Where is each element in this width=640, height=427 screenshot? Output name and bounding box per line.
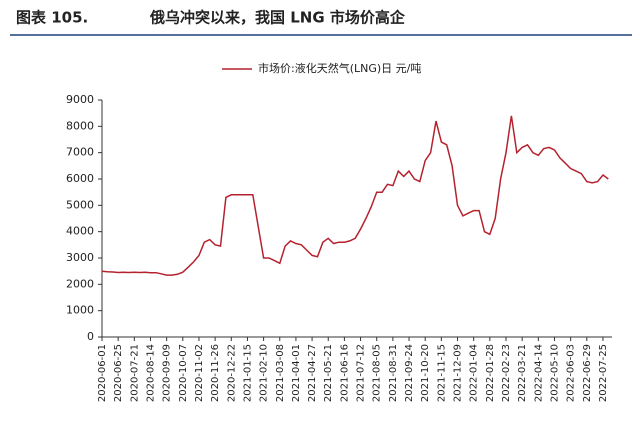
x-tick-label: 2022-05-10 (549, 344, 560, 402)
y-tick-label: 7000 (66, 146, 94, 159)
x-tick-label: 2021-06-16 (339, 344, 350, 402)
x-tick-label: 2022-01-28 (485, 344, 496, 402)
x-tick-label: 2021-09-24 (404, 344, 415, 402)
x-tick-label: 2022-03-21 (517, 344, 528, 402)
y-tick-label: 9000 (66, 93, 94, 106)
x-tick-label: 2021-07-12 (356, 344, 367, 402)
x-tick-label: 2021-11-15 (436, 344, 447, 402)
x-tick-label: 2020-11-26 (210, 344, 221, 402)
x-tick-label: 2022-04-14 (533, 344, 544, 402)
x-tick-label: 2022-06-29 (582, 344, 593, 402)
x-tick-label: 2021-12-09 (453, 344, 464, 402)
y-tick-label: 0 (87, 330, 94, 343)
x-tick-label: 2021-01-15 (242, 344, 253, 402)
x-tick-label: 2020-09-09 (162, 344, 173, 402)
x-tick-label: 2020-08-14 (145, 344, 156, 402)
x-tick-label: 2022-01-04 (469, 344, 480, 402)
x-tick-label: 2021-05-21 (323, 344, 334, 402)
x-tick-label: 2021-02-10 (259, 344, 270, 402)
figure-label: 图表 105. (16, 9, 88, 27)
y-tick-label: 6000 (66, 172, 94, 185)
y-tick-label: 8000 (66, 119, 94, 132)
legend-label: 市场价:液化天然气(LNG)日 元/吨 (258, 61, 421, 75)
y-tick-label: 5000 (66, 198, 94, 211)
x-tick-label: 2020-06-01 (97, 344, 108, 402)
x-tick-label: 2020-12-22 (226, 344, 237, 402)
y-tick-label: 1000 (66, 304, 94, 317)
x-tick-label: 2021-08-05 (372, 344, 383, 402)
series-line (101, 115, 609, 276)
x-tick-label: 2020-06-25 (113, 344, 124, 402)
x-tick-label: 2022-02-23 (501, 344, 512, 402)
x-tick-label: 2020-07-21 (129, 344, 140, 402)
chart-title: 俄乌冲突以来，我国 LNG 市场价高企 (149, 9, 406, 27)
x-tick-label: 2022-06-03 (566, 344, 577, 402)
x-tick-label: 2021-10-20 (420, 344, 431, 402)
x-tick-label: 2020-10-07 (178, 344, 189, 402)
x-tick-label: 2022-07-25 (598, 344, 609, 402)
x-tick-label: 2021-04-01 (291, 344, 302, 402)
x-tick-label: 2020-11-02 (194, 344, 205, 402)
x-tick-label: 2021-04-27 (307, 344, 318, 402)
y-tick-label: 4000 (66, 225, 94, 238)
y-tick-label: 2000 (66, 277, 94, 290)
y-tick-label: 3000 (66, 251, 94, 264)
x-tick-label: 2021-08-31 (388, 344, 399, 402)
x-tick-label: 2021-03-08 (275, 344, 286, 402)
